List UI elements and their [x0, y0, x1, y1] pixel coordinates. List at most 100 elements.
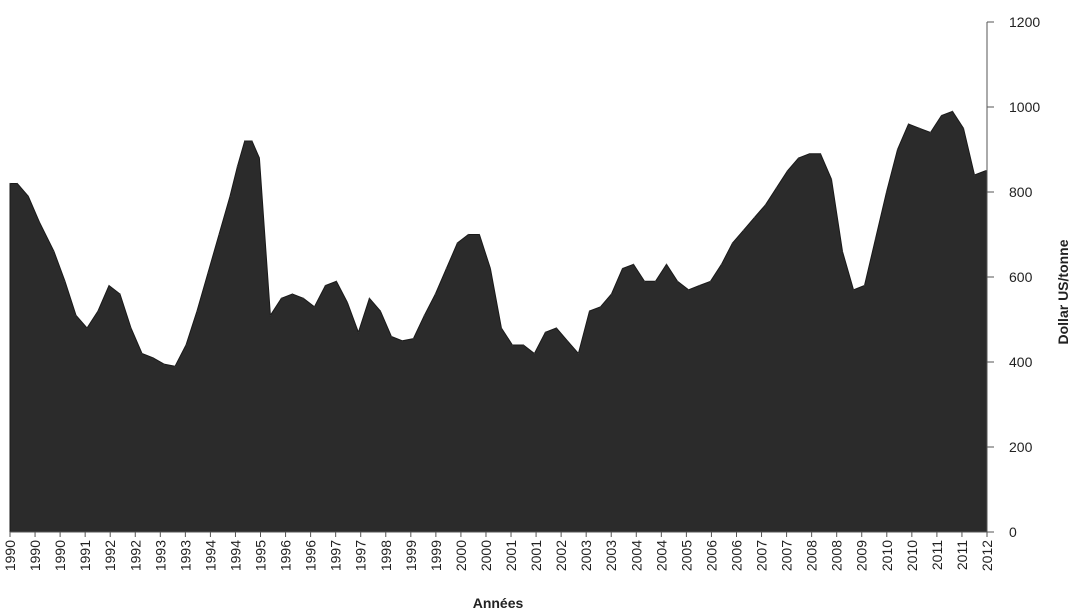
x-tick-label: 1991	[77, 540, 93, 571]
data-point	[731, 242, 734, 244]
data-point	[610, 293, 613, 295]
data-point	[533, 352, 536, 355]
x-tick-label: 1999	[428, 540, 444, 571]
data-point	[251, 140, 253, 142]
data-point	[918, 127, 921, 129]
data-point	[423, 314, 425, 316]
x-tick-label: 2001	[528, 540, 544, 571]
x-axis-title: Années	[473, 595, 524, 611]
data-point	[643, 280, 646, 282]
x-tick-label: 1999	[403, 540, 419, 571]
data-point	[874, 238, 877, 240]
data-point	[346, 301, 348, 304]
data-point	[478, 233, 480, 236]
x-tick-label: 1994	[202, 540, 218, 571]
x-tick-label: 2011	[954, 540, 970, 570]
x-tick-label: 1990	[27, 540, 43, 571]
data-point	[229, 195, 231, 197]
data-point	[709, 280, 712, 282]
series-area-0	[9, 110, 988, 533]
data-point	[324, 284, 326, 287]
data-point	[368, 297, 370, 299]
data-point	[588, 310, 591, 312]
data-point	[75, 314, 77, 316]
data-point	[489, 267, 491, 270]
data-point	[152, 357, 154, 359]
data-point	[141, 352, 143, 355]
data-point	[269, 314, 271, 316]
x-tick-label: 2012	[979, 540, 995, 571]
data-point	[445, 267, 447, 270]
x-tick-label: 1997	[328, 540, 344, 571]
data-point	[819, 153, 822, 155]
data-point	[38, 221, 40, 223]
data-point	[742, 229, 745, 231]
data-point	[632, 263, 635, 265]
y-tick-label: 600	[1009, 269, 1033, 285]
data-point	[218, 233, 220, 236]
data-point	[577, 352, 580, 355]
x-tick-label: 1990	[52, 540, 68, 571]
x-tick-label: 1993	[177, 540, 193, 571]
x-tick-label: 1996	[303, 540, 319, 571]
data-point	[196, 310, 198, 312]
x-tick-label: 1998	[378, 540, 394, 571]
data-point	[185, 344, 187, 346]
x-tick-label: 2001	[503, 540, 519, 571]
data-point	[64, 280, 66, 282]
data-point	[401, 340, 403, 342]
plot-area	[9, 110, 988, 533]
data-point	[511, 344, 513, 346]
data-point	[830, 178, 833, 180]
data-point	[786, 170, 789, 172]
data-point	[207, 272, 209, 274]
data-point	[97, 310, 99, 312]
x-tick-label: 1993	[152, 540, 168, 571]
data-point	[302, 297, 304, 299]
data-point	[174, 365, 176, 367]
x-axis: 1990 1990 1990 1991 1992 1992 1993 1993 1994 1994…	[2, 531, 995, 571]
y-axis-title: Dollar US/tonne	[1055, 239, 1071, 344]
y-tick-label: 200	[1009, 439, 1033, 455]
data-point	[753, 216, 756, 219]
data-point	[291, 293, 293, 295]
data-point	[940, 114, 943, 117]
x-tick-label: 1995	[253, 540, 269, 571]
data-point	[390, 335, 392, 338]
y-tick-label: 400	[1009, 354, 1033, 370]
data-point	[163, 363, 165, 365]
x-tick-label: 2011	[929, 540, 945, 570]
data-point	[654, 280, 657, 282]
y-tick-label: 0	[1009, 524, 1017, 540]
data-point	[108, 284, 110, 287]
x-tick-label: 2007	[779, 540, 795, 571]
data-point	[379, 310, 381, 312]
data-point	[412, 338, 414, 340]
data-point	[764, 204, 767, 206]
data-point	[984, 170, 987, 172]
data-point	[555, 327, 558, 329]
data-point	[434, 293, 436, 295]
x-tick-label: 2002	[553, 540, 569, 571]
data-point	[86, 327, 88, 329]
data-point	[16, 182, 18, 185]
data-point	[775, 187, 778, 189]
x-tick-label: 1990	[2, 540, 18, 571]
x-tick-label: 2008	[829, 540, 845, 571]
data-point	[863, 284, 866, 287]
y-axis: 0 200 400 600 800 1000 1200	[986, 14, 1040, 540]
data-point	[280, 297, 282, 299]
data-point	[951, 110, 954, 112]
data-point	[962, 127, 965, 129]
data-point	[313, 306, 315, 308]
data-point	[687, 289, 690, 291]
data-point	[467, 233, 469, 236]
data-point	[544, 331, 547, 333]
y-tick-label: 1200	[1009, 14, 1040, 30]
x-tick-label: 2010	[904, 540, 920, 571]
data-point	[522, 344, 525, 346]
data-point	[797, 157, 800, 159]
data-point	[907, 123, 910, 125]
x-tick-label: 2006	[703, 540, 719, 571]
x-tick-label: 2005	[678, 540, 694, 571]
